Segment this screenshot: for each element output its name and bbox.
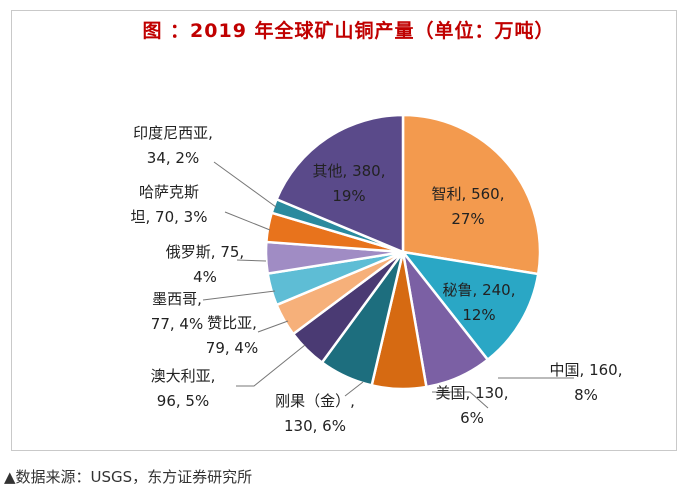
slice-data-label: 智利, 560, 27% (432, 185, 505, 228)
pie-slice (401, 113, 542, 276)
data-source-note: ▲数据来源：USGS，东方证券研究所 (4, 468, 253, 486)
pie-slice (400, 250, 540, 362)
slice-data-label: 刚果（金）, 130, 6% (275, 392, 355, 435)
leader-line (224, 211, 271, 231)
slice-data-label: 赞比亚, 79, 4% (206, 314, 258, 357)
slice-data-label: 美国, 130, 6% (436, 384, 509, 427)
leader-line (236, 259, 267, 262)
leader-line (257, 320, 289, 333)
slice-data-label: 哈萨克斯坦, 70, 3% (131, 183, 208, 226)
leader-line (344, 381, 364, 397)
slice-data-label: 澳大利亚, 96, 5% (151, 367, 216, 410)
leader-line (213, 161, 277, 208)
leader-line (432, 391, 489, 409)
pie-slice (274, 113, 405, 254)
slice-data-label: 其他, 380, 19% (313, 162, 386, 205)
slice-data-label: 俄罗斯, 75, 4% (166, 243, 244, 286)
leader-line (202, 290, 276, 301)
slice-data-label: 中国, 160, 8% (550, 361, 623, 404)
slice-data-label: 印度尼西亚, 34, 2% (133, 124, 213, 167)
slice-data-label: 墨西哥, 77, 4% (151, 290, 203, 333)
chart-title: 图 ：2019 年全球矿山铜产量（单位：万吨） (142, 20, 555, 42)
leader-line (236, 344, 306, 387)
slice-data-label: 秘鲁, 240, 12% (443, 281, 516, 324)
